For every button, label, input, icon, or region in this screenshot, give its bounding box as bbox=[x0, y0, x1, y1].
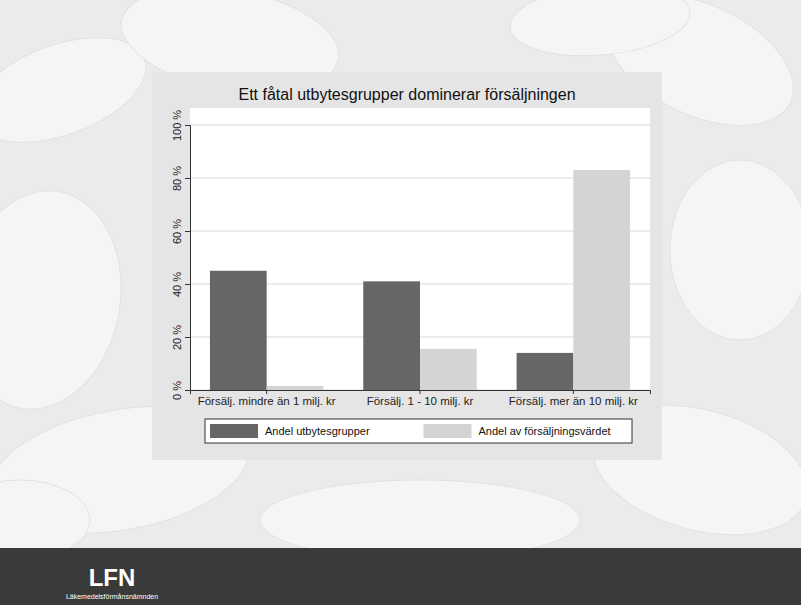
y-tick: 60 % bbox=[171, 219, 190, 244]
y-tick-label: 80 % bbox=[171, 166, 183, 191]
legend-label: Andel av försäljningsvärdet bbox=[479, 425, 611, 437]
footer-bar bbox=[0, 548, 801, 605]
x-tick-mark bbox=[266, 390, 267, 394]
y-tick-mark bbox=[185, 231, 190, 232]
y-axis-line bbox=[185, 126, 191, 391]
grid-line bbox=[190, 125, 650, 126]
legend-swatch bbox=[424, 424, 472, 438]
grid bbox=[190, 125, 650, 390]
y-tick: 80 % bbox=[171, 166, 190, 191]
background-pill bbox=[0, 178, 138, 422]
bar bbox=[267, 386, 324, 390]
y-tick: 20 % bbox=[171, 325, 190, 350]
y-tick-label: 60 % bbox=[171, 219, 183, 244]
footer-logo: LFN bbox=[89, 564, 136, 591]
background-decoration bbox=[0, 0, 801, 560]
x-tick-mark bbox=[420, 390, 421, 394]
x-tick: Försälj. 1 - 10 milj. kr bbox=[367, 390, 474, 407]
y-tick-mark bbox=[185, 390, 190, 391]
legend: Andel utbytesgrupper Andel av försäljning… bbox=[205, 419, 632, 443]
slide: Ett fåtal utbytesgrupper dominerar försä… bbox=[0, 0, 801, 605]
footer-organisation: Läkemedelsförmånsnämnden bbox=[66, 593, 158, 600]
y-axis: 0 % 20 % 40 % 60 % 80 % 100 % bbox=[171, 110, 191, 400]
bar-series bbox=[210, 271, 573, 390]
background-pill bbox=[507, 0, 692, 63]
y-tick-label: 20 % bbox=[171, 325, 183, 350]
y-tick: 40 % bbox=[171, 272, 190, 297]
bar bbox=[363, 281, 420, 390]
y-tick-mark bbox=[185, 178, 190, 179]
x-tick: Försälj. mer än 10 milj. kr bbox=[509, 390, 638, 407]
chart-panel bbox=[152, 72, 662, 460]
plot-background bbox=[190, 108, 650, 390]
legend-swatch bbox=[210, 424, 258, 438]
y-tick-label: 0 % bbox=[171, 381, 183, 400]
x-tick-label: Försälj. mindre än 1 milj. kr bbox=[198, 395, 336, 407]
bar bbox=[210, 271, 267, 390]
bar bbox=[517, 353, 574, 390]
x-tick-mark bbox=[573, 390, 574, 394]
y-tick-label: 100 % bbox=[171, 110, 183, 141]
chart-title: Ett fåtal utbytesgrupper dominerar försä… bbox=[238, 86, 575, 103]
x-tick-label: Försälj. mer än 10 milj. kr bbox=[509, 395, 638, 407]
y-tick-mark bbox=[185, 125, 190, 126]
legend-label: Andel utbytesgrupper bbox=[265, 425, 370, 437]
y-tick-mark bbox=[185, 337, 190, 338]
x-tick: Försälj. mindre än 1 milj. kr bbox=[198, 390, 336, 407]
y-tick-label: 40 % bbox=[171, 272, 183, 297]
background-pill bbox=[670, 160, 801, 340]
bar bbox=[420, 349, 477, 390]
y-tick: 0 % bbox=[171, 381, 190, 400]
y-tick-mark bbox=[185, 284, 190, 285]
x-axis: Försälj. mindre än 1 milj. kr Försälj. 1 … bbox=[191, 390, 651, 407]
legend-frame bbox=[205, 419, 632, 443]
bar bbox=[573, 170, 630, 390]
x-tick-label: Försälj. 1 - 10 milj. kr bbox=[367, 395, 474, 407]
bar-series bbox=[267, 170, 630, 390]
bars bbox=[210, 170, 630, 390]
y-tick: 100 % bbox=[171, 110, 190, 141]
x-axis-line bbox=[191, 391, 651, 395]
